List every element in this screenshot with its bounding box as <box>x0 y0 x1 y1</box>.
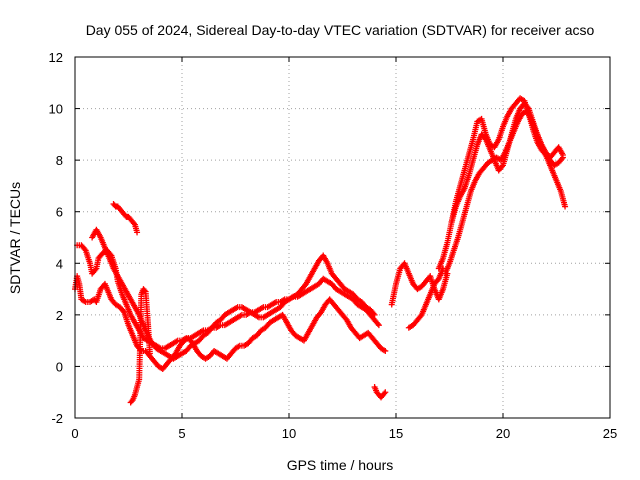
series-tracks_15_17h <box>388 260 451 331</box>
y-tick-labels: -2 0 2 4 6 8 10 12 <box>49 50 63 426</box>
y-tick-label: 8 <box>56 153 63 168</box>
series-tracks_high <box>89 226 378 362</box>
data-point <box>371 311 378 318</box>
y-axis-label: SDTVAR / TECUs <box>7 182 23 294</box>
data-point <box>562 203 569 210</box>
data-point <box>370 310 377 317</box>
data-point <box>81 246 88 253</box>
data-point <box>146 350 153 357</box>
y-tick-label: 0 <box>56 359 63 374</box>
y-tick-label: 6 <box>56 205 63 220</box>
series-segment_14h <box>371 384 389 401</box>
data-point <box>524 104 531 111</box>
data-point <box>381 390 388 397</box>
data-point <box>558 155 565 162</box>
data-point <box>481 135 488 142</box>
data-point <box>382 347 389 354</box>
y-tick-label: -2 <box>51 411 63 426</box>
x-tick-label: 0 <box>71 426 78 441</box>
chart-title: Day 055 of 2024, Sidereal Day-to-day VTE… <box>86 22 595 38</box>
plot-frame <box>74 56 611 419</box>
data-point <box>134 229 141 236</box>
data-point <box>141 287 148 294</box>
x-tick-label: 5 <box>178 426 185 441</box>
data-point <box>417 313 424 320</box>
data-point <box>375 322 382 329</box>
data-point <box>130 220 137 227</box>
grid <box>74 56 611 419</box>
y-tick-label: 10 <box>49 102 63 117</box>
data-point <box>374 320 381 327</box>
x-tick-label: 20 <box>496 426 510 441</box>
y-tick-label: 4 <box>56 256 63 271</box>
data-point <box>434 277 441 284</box>
series-segment_2h <box>110 200 141 236</box>
data-point <box>382 389 389 396</box>
y-tick-label: 12 <box>49 50 63 65</box>
data-point <box>498 163 505 170</box>
x-tick-label: 10 <box>282 426 296 441</box>
series-tracks_evening_c <box>448 100 566 226</box>
data-point <box>92 266 99 273</box>
x-tick-label: 15 <box>389 426 403 441</box>
series-tracks_mid <box>74 242 382 352</box>
data-point <box>128 398 135 405</box>
series-segment_3h <box>127 286 153 406</box>
data-points <box>72 95 569 406</box>
data-point <box>120 307 127 314</box>
y-tick-label: 2 <box>56 308 63 323</box>
x-tick-labels: 0 5 10 15 20 25 <box>71 426 617 441</box>
x-axis-label: GPS time / hours <box>287 457 394 473</box>
x-tick-label: 25 <box>603 426 617 441</box>
data-point <box>559 151 566 158</box>
